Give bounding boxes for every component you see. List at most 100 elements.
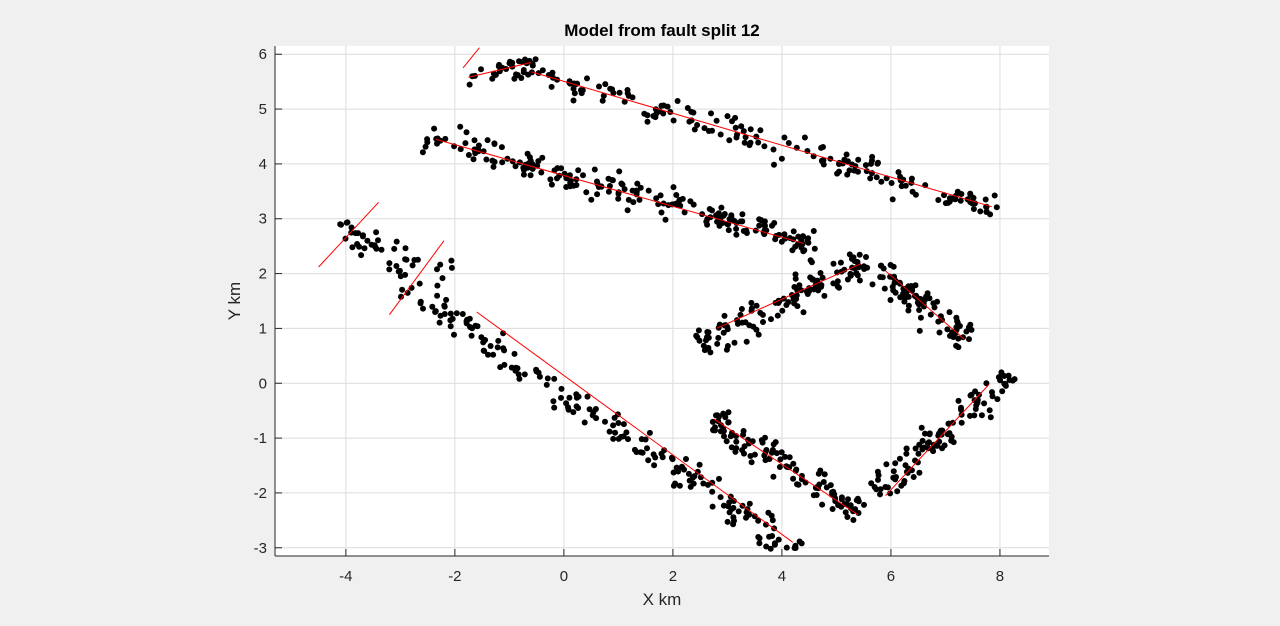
- data-point: [817, 270, 824, 276]
- data-point: [594, 178, 600, 185]
- data-point: [905, 302, 912, 309]
- data-point: [449, 315, 456, 322]
- data-point: [358, 252, 365, 259]
- data-point: [448, 257, 455, 264]
- data-point: [786, 454, 793, 461]
- data-point: [609, 177, 615, 183]
- data-point: [832, 498, 839, 505]
- data-point: [606, 183, 613, 189]
- data-point: [474, 323, 481, 330]
- data-point: [795, 233, 802, 240]
- data-point: [914, 459, 921, 466]
- data-point: [759, 439, 766, 446]
- data-point: [679, 195, 686, 202]
- data-point: [717, 131, 724, 138]
- data-point: [748, 305, 755, 312]
- data-point: [915, 450, 922, 457]
- data-point: [759, 311, 766, 318]
- data-point: [478, 334, 485, 341]
- data-point: [718, 204, 725, 211]
- data-point: [916, 469, 923, 476]
- data-point: [834, 278, 841, 285]
- data-point: [644, 118, 651, 125]
- data-point: [889, 283, 896, 290]
- data-point: [672, 200, 679, 207]
- data-point: [615, 435, 622, 442]
- data-point: [791, 545, 798, 551]
- data-point: [958, 411, 965, 418]
- data-point: [881, 285, 888, 292]
- data-point: [489, 157, 496, 164]
- data-point: [756, 540, 763, 547]
- data-point: [490, 351, 497, 358]
- data-point: [443, 296, 450, 303]
- data-point: [792, 271, 799, 278]
- data-point: [892, 460, 899, 467]
- data-point: [989, 393, 996, 400]
- data-point: [575, 167, 582, 174]
- data-point: [955, 335, 962, 342]
- data-point: [783, 544, 790, 551]
- data-point: [670, 184, 677, 191]
- data-point: [402, 245, 409, 252]
- data-point: [762, 457, 769, 464]
- data-point: [902, 462, 909, 469]
- data-point: [612, 429, 619, 436]
- data-point: [926, 431, 933, 438]
- data-point: [991, 192, 998, 199]
- data-point: [434, 282, 441, 289]
- data-point: [743, 227, 750, 234]
- data-point: [386, 266, 393, 273]
- data-point: [727, 433, 734, 440]
- data-point: [713, 117, 720, 124]
- data-point: [417, 298, 424, 305]
- data-point: [1001, 380, 1008, 387]
- data-point: [791, 300, 798, 307]
- data-point: [644, 112, 651, 119]
- data-point: [602, 81, 609, 88]
- data-point: [684, 105, 691, 111]
- data-point: [575, 393, 582, 400]
- data-point: [615, 195, 622, 202]
- data-point: [818, 283, 825, 290]
- data-point: [616, 168, 623, 175]
- data-point: [344, 219, 351, 226]
- x-tick-label: 6: [887, 568, 895, 585]
- data-point: [431, 125, 438, 132]
- data-point: [862, 162, 869, 169]
- data-point: [873, 486, 880, 493]
- data-point: [919, 446, 926, 453]
- data-point: [982, 196, 989, 203]
- data-point: [986, 407, 993, 414]
- data-point: [847, 502, 854, 509]
- data-point: [741, 450, 747, 457]
- data-point: [690, 480, 697, 487]
- data-point: [983, 208, 990, 215]
- data-point: [498, 144, 505, 151]
- data-point: [821, 292, 828, 299]
- data-point: [709, 127, 715, 134]
- data-point: [741, 139, 748, 146]
- data-point: [721, 211, 728, 217]
- data-point: [861, 266, 868, 272]
- data-point: [558, 394, 564, 401]
- data-point: [490, 163, 497, 170]
- data-point: [713, 213, 720, 219]
- data-point: [360, 232, 366, 239]
- data-point: [798, 540, 805, 547]
- data-point: [770, 473, 777, 480]
- data-point: [880, 265, 887, 272]
- data-point: [393, 263, 400, 269]
- data-point: [978, 412, 985, 419]
- data-point: [606, 428, 613, 435]
- data-point: [527, 172, 534, 179]
- data-point: [897, 294, 904, 301]
- data-point: [740, 431, 747, 438]
- data-point: [806, 288, 813, 295]
- data-point: [709, 488, 716, 495]
- x-ticks: -4 -2 0 2 4 6 8: [339, 549, 1004, 585]
- data-point: [770, 146, 777, 153]
- data-point: [583, 189, 590, 196]
- x-tick-label: 2: [669, 568, 677, 585]
- data-point: [485, 351, 491, 358]
